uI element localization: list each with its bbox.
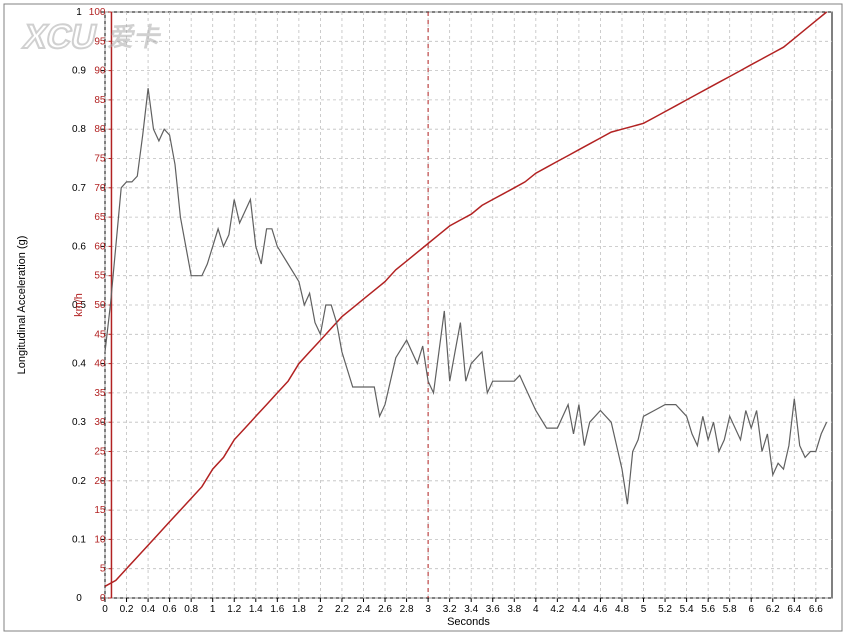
x-tick-label: 0.6 <box>163 604 177 615</box>
y-left-axis-title: Longitudinal Acceleration (g) <box>16 236 28 375</box>
y-right-axis-title: km/h <box>73 293 85 317</box>
x-tick-label: 4.6 <box>593 604 607 615</box>
y-right-tick-label: 70 <box>94 183 106 194</box>
y-left-tick-label: 0.2 <box>72 476 86 487</box>
y-right-tick-label: 0 <box>100 593 106 604</box>
x-tick-label: 0 <box>102 604 108 615</box>
x-tick-label: 2.8 <box>400 604 414 615</box>
x-axis-title: Seconds <box>447 616 490 628</box>
x-tick-label: 1 <box>210 604 216 615</box>
x-tick-label: 1.4 <box>249 604 263 615</box>
y-left-tick-label: 0.8 <box>72 124 86 135</box>
y-left-tick-label: 0.3 <box>72 417 86 428</box>
y-left-tick-label: 1 <box>76 7 82 18</box>
x-tick-label: 4.4 <box>572 604 586 615</box>
chart-svg: 0 0.2 0.4 0.6 0.8 1 1.2 1.4 1.6 1.8 2 2.2 2.4 2.6 2.8 3… <box>0 0 846 635</box>
x-tick-label: 1.2 <box>227 604 241 615</box>
y-right-tick-label: 30 <box>94 417 106 428</box>
x-tick-label: 5.4 <box>680 604 694 615</box>
x-tick-label: 2.6 <box>378 604 392 615</box>
y-left-tick-label: 0 <box>76 593 82 604</box>
y-right-tick-label: 40 <box>94 359 106 370</box>
y-right-tick-label: 25 <box>94 447 106 458</box>
y-right-tick-label: 60 <box>94 241 106 252</box>
y-right-tick-label: 10 <box>94 534 106 545</box>
y-right-tick-label: 65 <box>94 212 106 223</box>
x-tick-label: 2 <box>318 604 324 615</box>
y-right-tick-label: 100 <box>89 7 106 18</box>
y-right-tick-label: 85 <box>94 95 106 106</box>
x-tick-label: 5.2 <box>658 604 672 615</box>
y-right-tick-label: 45 <box>94 329 106 340</box>
x-tick-label: 6.4 <box>787 604 801 615</box>
x-tick-label: 3.4 <box>464 604 478 615</box>
y-right-tick-label: 95 <box>94 36 106 47</box>
y-right-tick-label: 50 <box>94 300 106 311</box>
y-right-tick-label: 5 <box>100 564 106 575</box>
x-tick-label: 4 <box>533 604 539 615</box>
y-left-tick-label: 0.9 <box>72 66 86 77</box>
x-tick-label: 5 <box>641 604 647 615</box>
chart-container: 0 0.2 0.4 0.6 0.8 1 1.2 1.4 1.6 1.8 2 2.2 2.4 2.6 2.8 3… <box>0 0 846 635</box>
x-tick-label: 2.2 <box>335 604 349 615</box>
x-tick-label: 5.6 <box>701 604 715 615</box>
y-left-tick-label: 0.7 <box>72 183 86 194</box>
y-left-tick-label: 0.1 <box>72 534 86 545</box>
x-tick-label: 0.4 <box>141 604 155 615</box>
x-tick-label: 4.8 <box>615 604 629 615</box>
x-tick-label: 6.2 <box>766 604 780 615</box>
x-tick-label: 3.2 <box>443 604 457 615</box>
y-right-tick-label: 15 <box>94 505 106 516</box>
x-tick-label: 6 <box>748 604 754 615</box>
x-tick-label: 3.6 <box>486 604 500 615</box>
y-left-tick-label: 0.6 <box>72 241 86 252</box>
y-right-tick-label: 90 <box>94 66 106 77</box>
y-right-tick-label: 80 <box>94 124 106 135</box>
y-right-tick-label: 20 <box>94 476 106 487</box>
x-tick-label: 4.2 <box>550 604 564 615</box>
y-left-tick-label: 0.4 <box>72 359 86 370</box>
x-tick-label: 1.8 <box>292 604 306 615</box>
x-tick-label: 0.2 <box>120 604 134 615</box>
x-tick-label: 2.4 <box>357 604 371 615</box>
x-tick-label: 0.8 <box>184 604 198 615</box>
x-tick-label: 6.6 <box>809 604 823 615</box>
x-tick-label: 3.8 <box>507 604 521 615</box>
x-tick-label: 5.8 <box>723 604 737 615</box>
y-right-tick-label: 55 <box>94 271 106 282</box>
x-tick-label: 3 <box>425 604 431 615</box>
y-right-tick-label: 35 <box>94 388 106 399</box>
y-right-tick-label: 75 <box>94 154 106 165</box>
x-tick-label: 1.6 <box>270 604 284 615</box>
